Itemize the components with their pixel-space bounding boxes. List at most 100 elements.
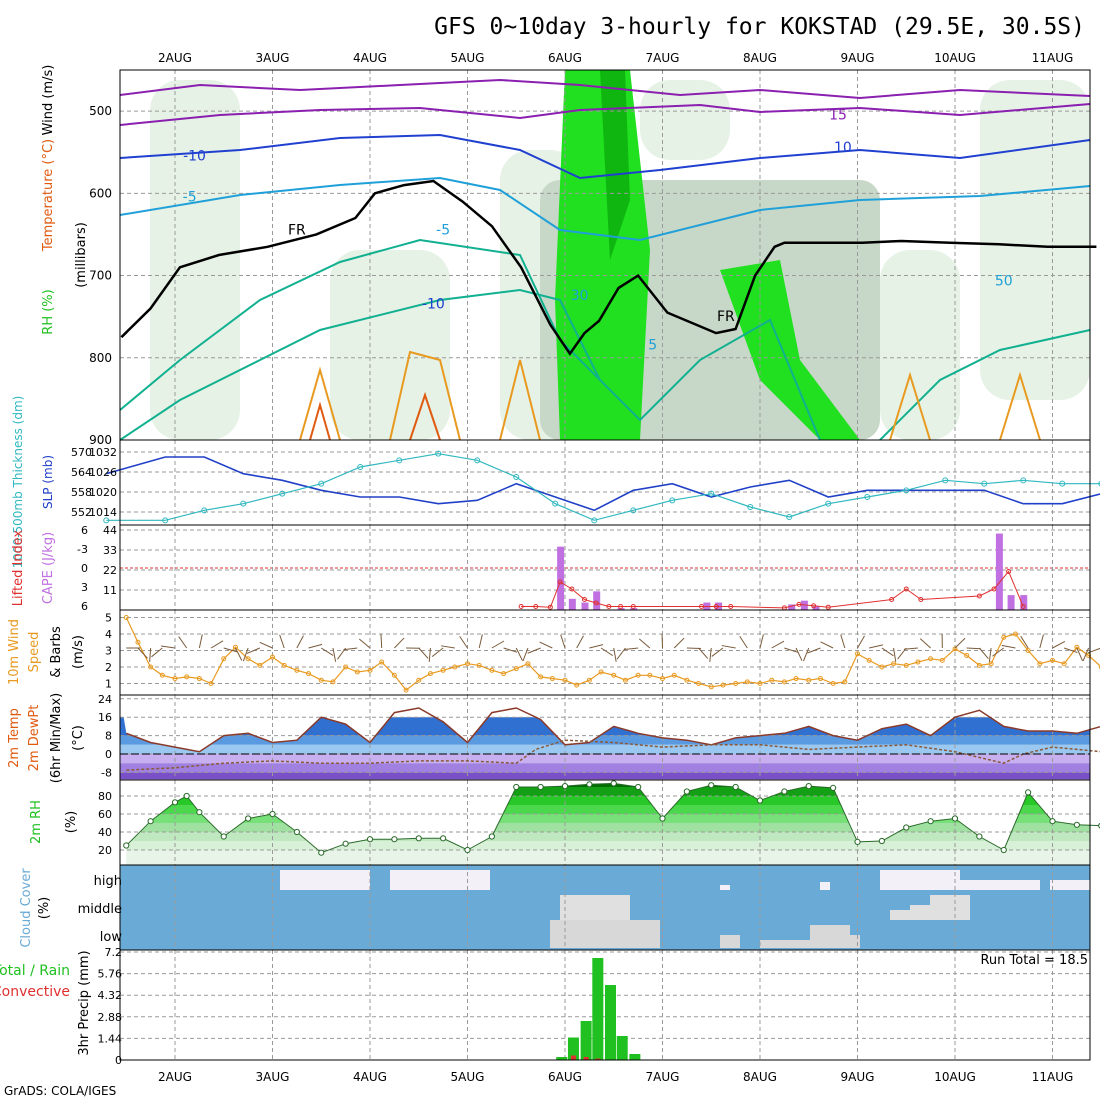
day-tick-top: 9AUG bbox=[841, 51, 875, 65]
cloud-low bbox=[760, 940, 820, 948]
wind-barb bbox=[576, 635, 584, 649]
cape-bar bbox=[995, 533, 1003, 610]
thickness-point bbox=[825, 500, 832, 507]
wind-barb bbox=[698, 647, 709, 659]
wind-speed-point bbox=[817, 676, 823, 682]
rh-point bbox=[183, 792, 190, 800]
wind-speed-point bbox=[915, 659, 921, 665]
rh-point bbox=[708, 782, 715, 789]
day-tick-bottom: 11AUG bbox=[1032, 1070, 1074, 1084]
cloud-ylabel: Cloud Cover bbox=[19, 868, 34, 948]
wind-speed-point bbox=[696, 681, 702, 686]
contour-line bbox=[499, 359, 541, 441]
wind-barb bbox=[820, 641, 834, 649]
wind-speed-point bbox=[257, 662, 263, 668]
pressure-tick: 700 bbox=[89, 269, 112, 283]
temp-ylabel: 2m DewPt bbox=[27, 705, 42, 772]
wind-barb bbox=[803, 647, 810, 662]
rh-shade-light bbox=[880, 250, 960, 440]
rh-point bbox=[171, 799, 179, 806]
wind-speed-point bbox=[671, 672, 677, 678]
rh-point bbox=[269, 810, 276, 818]
slp-tick: 1020 bbox=[89, 486, 117, 499]
cape-tick: 44 bbox=[103, 524, 117, 537]
wind-speed-point bbox=[598, 669, 604, 675]
cloud-high bbox=[880, 870, 960, 890]
rh-ylabel: 2m RH bbox=[29, 800, 44, 844]
wind-speed-point bbox=[538, 674, 544, 680]
wind-barb bbox=[978, 647, 989, 660]
thickness-point bbox=[318, 480, 325, 487]
wind-speed-point bbox=[806, 677, 812, 683]
thickness-point bbox=[162, 517, 169, 524]
wind-ylabel: Speed bbox=[27, 632, 42, 673]
precip-frame bbox=[119, 949, 1091, 1061]
wind-speed-point bbox=[148, 664, 154, 670]
li-point bbox=[991, 586, 997, 592]
wind-speed-point bbox=[1050, 657, 1055, 663]
li-tick: 3 bbox=[81, 581, 88, 594]
rh-point bbox=[854, 838, 861, 846]
li-point bbox=[728, 604, 734, 609]
wind-speed-point bbox=[306, 671, 312, 677]
li-point bbox=[796, 601, 802, 607]
cloud-middle bbox=[930, 895, 970, 920]
wind-barb bbox=[673, 637, 685, 649]
contour-label: FR bbox=[288, 222, 306, 238]
wind-speed-point bbox=[416, 677, 422, 683]
day-tick-bottom: 5AUG bbox=[451, 1070, 485, 1084]
wind-speed-point bbox=[343, 664, 349, 670]
wind-speed-point bbox=[964, 652, 970, 658]
precip-bar bbox=[592, 958, 604, 1060]
thickness-ylabel: 1000-500mb Thickness (dm) bbox=[11, 396, 25, 569]
wind-speed-point bbox=[1098, 664, 1100, 670]
wind-speed-point bbox=[733, 681, 739, 686]
cloud-middle bbox=[560, 895, 630, 920]
rh-band bbox=[126, 814, 1090, 823]
cloud-low bbox=[550, 920, 660, 948]
wind-barb bbox=[198, 634, 203, 649]
day-tick-top: 11AUG bbox=[1032, 51, 1074, 65]
rh-point bbox=[586, 781, 593, 788]
wind-barb bbox=[428, 647, 431, 662]
li-point bbox=[518, 604, 524, 609]
cape-bar bbox=[617, 608, 625, 610]
thickness-point bbox=[864, 494, 871, 500]
wind-speed-point bbox=[586, 677, 592, 683]
li-tick: 6 bbox=[81, 524, 88, 537]
wind-barb bbox=[759, 634, 764, 649]
wind-speed-point bbox=[354, 669, 360, 675]
day-tick-bottom: 8AUG bbox=[743, 1070, 777, 1084]
wind-barb bbox=[771, 640, 785, 649]
wind-barb bbox=[992, 647, 1005, 657]
contour-line bbox=[119, 78, 1091, 100]
rh-point bbox=[610, 780, 617, 787]
thickness-tick: 558 bbox=[71, 486, 92, 499]
wind-barb bbox=[478, 634, 483, 649]
wind-barb bbox=[178, 636, 188, 649]
thickness-point bbox=[201, 507, 208, 514]
day-tick-top: 8AUG bbox=[743, 51, 777, 65]
wind-speed-point bbox=[1037, 661, 1043, 667]
wind-speed-point bbox=[403, 687, 409, 693]
rh-tick: 20 bbox=[98, 844, 112, 857]
wind-speed-point bbox=[476, 662, 482, 668]
temp-band bbox=[120, 735, 1090, 745]
cape-ylabel: CAPE (J/kg) bbox=[41, 532, 56, 604]
day-tick-top: 6AUG bbox=[548, 51, 582, 65]
slp-line bbox=[106, 456, 1100, 512]
slp-tick: 1026 bbox=[89, 466, 117, 479]
panels bbox=[103, 69, 1100, 1061]
wind-barb bbox=[320, 647, 334, 656]
thickness-point bbox=[903, 487, 910, 494]
rh-point bbox=[1025, 789, 1032, 796]
rh-point bbox=[561, 783, 569, 790]
wind-speed-point bbox=[769, 677, 775, 683]
thickness-tick: 570 bbox=[71, 446, 92, 459]
wind-barb bbox=[560, 634, 566, 649]
contour-label: 30 bbox=[571, 288, 589, 304]
wind-barb bbox=[721, 645, 736, 649]
temp-band bbox=[120, 763, 1090, 773]
li-point bbox=[618, 604, 624, 609]
cloud-high bbox=[1050, 880, 1090, 890]
